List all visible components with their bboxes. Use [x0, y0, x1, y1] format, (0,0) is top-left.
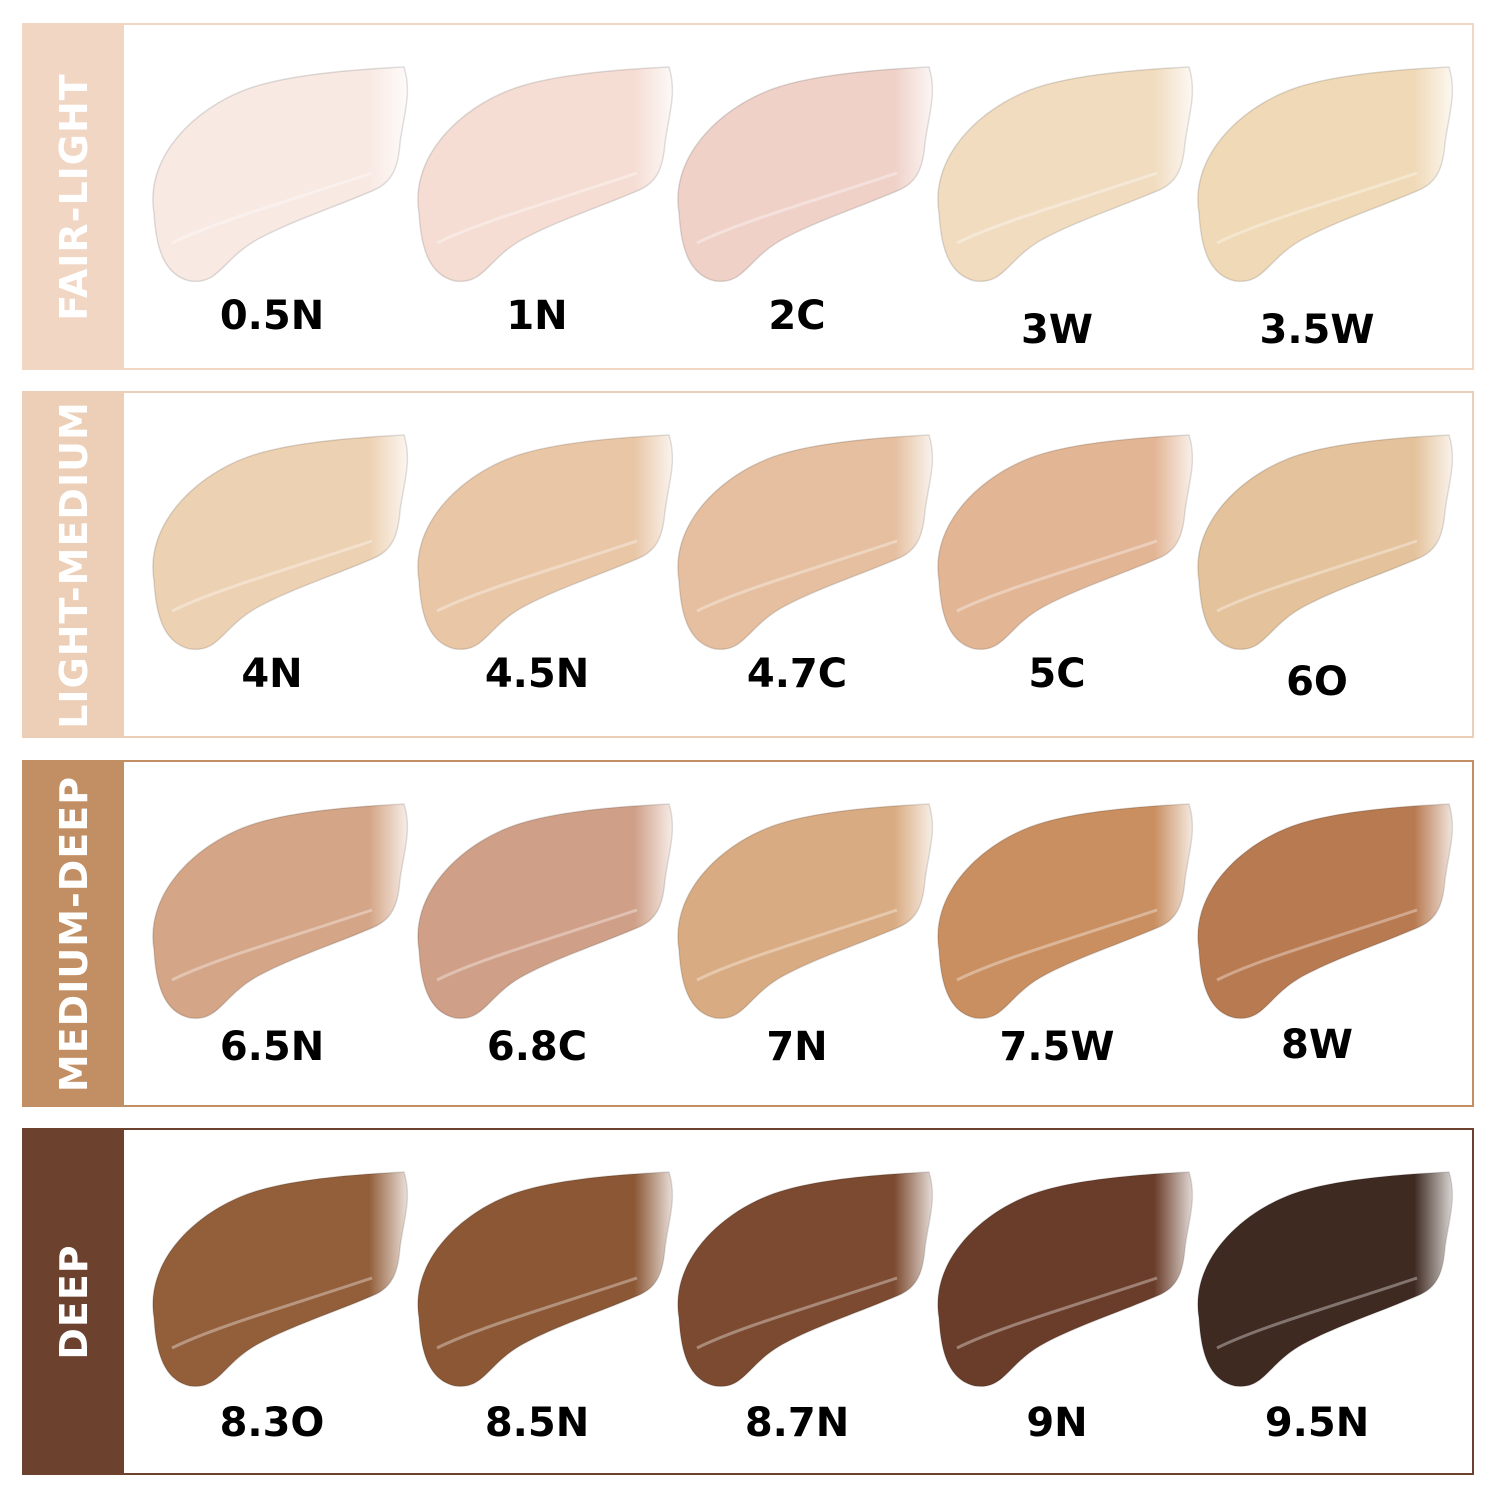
shade-swatch: [927, 790, 1197, 1030]
shade-label: 3W: [1021, 307, 1093, 353]
group-label-bar: FAIR-LIGHT: [24, 25, 124, 368]
shade-swatch: [1187, 53, 1457, 293]
shade-swatch: [927, 1158, 1197, 1398]
shade-label: 3.5W: [1259, 307, 1375, 353]
shade-swatch: [142, 1158, 412, 1398]
shade-label: 4N: [241, 651, 303, 697]
shade-swatch: [407, 53, 677, 293]
shade-swatch: [667, 790, 937, 1030]
shade-swatch: [667, 1158, 937, 1398]
group-label-bar: LIGHT-MEDIUM: [24, 393, 124, 736]
shade-label: 8.7N: [744, 1400, 850, 1446]
shade-label: 4.5N: [484, 651, 590, 697]
group-name: LIGHT-MEDIUM: [52, 400, 96, 729]
shade-label: 1N: [506, 293, 568, 339]
shade-swatch: [1187, 1158, 1457, 1398]
shade-swatch: [1187, 421, 1457, 661]
shade-label: 6O: [1286, 659, 1348, 705]
shade-label: 9.5N: [1264, 1400, 1370, 1446]
shade-label: 6.8C: [486, 1024, 588, 1070]
shade-swatch: [1187, 790, 1457, 1030]
shade-swatch: [927, 53, 1197, 293]
group-name: FAIR-LIGHT: [52, 72, 96, 321]
group-label-bar: MEDIUM-DEEP: [24, 762, 124, 1105]
shade-label: 7.5W: [999, 1024, 1115, 1070]
group-name: MEDIUM-DEEP: [52, 775, 96, 1092]
shade-group-panel: FAIR-LIGHT 0.5N 1N 2C 3W 3.5W: [22, 23, 1474, 370]
shade-swatch: [142, 790, 412, 1030]
shade-label: 0.5N: [219, 293, 325, 339]
shade-swatch: [407, 1158, 677, 1398]
group-name: DEEP: [52, 1243, 96, 1360]
shade-group-panel: MEDIUM-DEEP 6.5N 6.8C 7N 7.5W 8W: [22, 760, 1474, 1107]
shade-swatch: [667, 421, 937, 661]
shade-label: 2C: [768, 293, 826, 339]
shade-group-panel: LIGHT-MEDIUM 4N 4.5N 4.7C 5C 6O: [22, 391, 1474, 738]
shade-label: 6.5N: [219, 1024, 325, 1070]
shade-swatch: [142, 53, 412, 293]
shade-label: 9N: [1026, 1400, 1088, 1446]
shade-label: 5C: [1028, 651, 1086, 697]
shade-label: 8W: [1281, 1022, 1353, 1068]
shade-label: 7N: [766, 1024, 828, 1070]
shade-label: 8.5N: [484, 1400, 590, 1446]
shade-label: 8.3O: [219, 1400, 325, 1446]
shade-swatch: [407, 421, 677, 661]
group-label-bar: DEEP: [24, 1130, 124, 1473]
shade-swatch: [667, 53, 937, 293]
shade-label: 4.7C: [746, 651, 848, 697]
shade-swatch: [142, 421, 412, 661]
shade-swatch: [407, 790, 677, 1030]
shade-swatch: [927, 421, 1197, 661]
shade-group-panel: DEEP 8.3O 8.5N 8.7N 9N 9.5N: [22, 1128, 1474, 1475]
